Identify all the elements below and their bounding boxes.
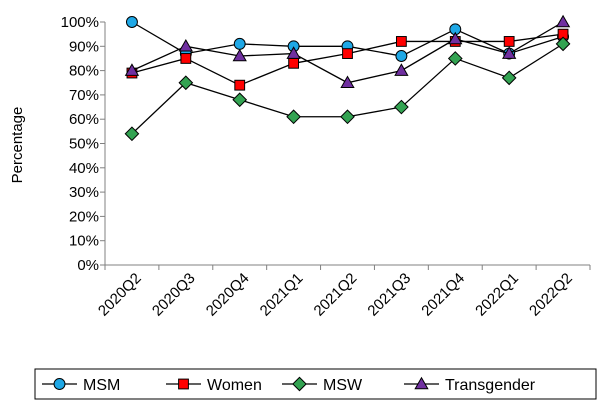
series-transgender	[124, 14, 571, 88]
x-axis: 2020Q2 2020Q3 2020Q4 2021Q1 2021Q2 2021Q3 2021…	[95, 265, 591, 320]
data-point-triangle	[448, 31, 463, 45]
legend-label: MSM	[83, 377, 120, 394]
data-point-square	[180, 53, 192, 64]
y-tick-label: 10%	[69, 233, 99, 250]
y-tick-label: 100%	[61, 14, 99, 31]
data-point-diamond	[124, 126, 140, 142]
x-tick-label: 2021Q3	[364, 270, 414, 320]
data-point-square	[503, 36, 515, 47]
data-point-square	[178, 378, 189, 390]
y-axis: 0% 10% 20% 30% 40% 50% 60% 70% 80% 90% 100%	[61, 14, 105, 274]
data-point-square	[342, 48, 353, 59]
x-tick-label: 2021Q2	[311, 270, 361, 320]
y-tick-label: 50%	[69, 136, 99, 153]
series-msw	[124, 36, 571, 142]
data-point-triangle	[178, 38, 193, 52]
y-tick-label: 40%	[69, 160, 99, 177]
data-point-triangle	[414, 376, 429, 390]
x-tick-label: 2021Q4	[418, 270, 468, 320]
data-point-diamond	[232, 92, 248, 108]
legend-label: Transgender	[445, 377, 536, 394]
y-tick-label: 80%	[69, 63, 99, 80]
x-tick-label: 2020Q4	[203, 270, 253, 320]
y-tick-label: 30%	[69, 184, 99, 201]
axes	[104, 22, 590, 266]
data-point-diamond	[394, 99, 409, 115]
legend: MSM Women MSW Transgender	[34, 368, 597, 400]
legend-item-msm: MSM	[42, 377, 120, 394]
y-tick-label: 0%	[77, 257, 99, 274]
data-point-triangle	[286, 46, 301, 59]
data-point-triangle	[124, 63, 140, 76]
plot-area	[124, 14, 571, 142]
data-point-square	[234, 79, 246, 91]
legend-item-women: Women	[166, 377, 262, 394]
data-point-square	[288, 57, 300, 69]
data-point-square	[395, 36, 407, 47]
y-axis-title-group: Percentage	[9, 107, 26, 184]
legend-label: Women	[207, 377, 262, 394]
data-point-diamond	[292, 376, 307, 392]
legend-item-msw: MSW	[282, 376, 363, 394]
data-point-circle	[125, 16, 138, 28]
x-tick-label: 2022Q2	[526, 270, 576, 320]
legend-label: MSW	[323, 377, 363, 394]
data-point-diamond	[447, 51, 463, 66]
data-point-diamond	[555, 36, 571, 52]
x-tick-label: 2020Q2	[95, 270, 145, 320]
x-tick-label: 2021Q1	[257, 270, 307, 320]
data-point-circle	[395, 50, 408, 62]
y-tick-label: 20%	[69, 208, 99, 225]
x-tick-label: 2020Q3	[149, 270, 199, 320]
data-point-diamond	[178, 75, 194, 91]
data-point-circle	[233, 37, 246, 50]
y-tick-label: 90%	[69, 38, 99, 55]
data-point-triangle	[340, 75, 355, 88]
data-point-triangle	[394, 63, 409, 76]
y-tick-label: 70%	[69, 87, 99, 104]
y-tick-label: 60%	[69, 111, 99, 128]
data-point-diamond	[286, 109, 301, 125]
x-tick-label: 2022Q1	[472, 270, 522, 320]
data-point-triangle	[555, 14, 571, 28]
data-point-circle	[53, 378, 66, 390]
data-point-triangle	[502, 46, 517, 59]
data-point-triangle	[232, 48, 247, 62]
data-point-diamond	[501, 70, 517, 86]
y-axis-title: Percentage	[9, 107, 26, 184]
data-point-diamond	[340, 109, 355, 125]
legend-item-transgender: Transgender	[404, 376, 536, 394]
